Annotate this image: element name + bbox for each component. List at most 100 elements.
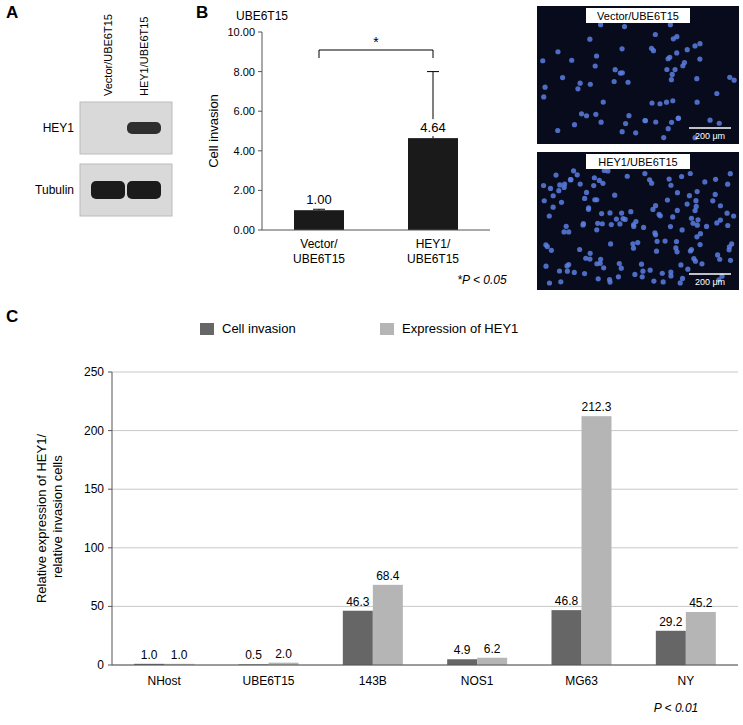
cell-dot: [575, 172, 580, 177]
cell-dot: [695, 100, 700, 105]
cell-dot: [553, 173, 558, 178]
cell-dot: [685, 267, 690, 272]
cell-dot: [542, 85, 547, 90]
cell-dot: [642, 171, 647, 176]
micrograph: HEY1/UBE6T15 200 μm: [537, 152, 739, 290]
scale-bar: [689, 273, 731, 275]
bar: [552, 610, 582, 665]
cell-dot: [653, 203, 658, 208]
cell-dot: [676, 116, 681, 121]
cell-dot: [593, 112, 598, 117]
cell-dot: [728, 258, 733, 263]
cell-dot: [628, 209, 633, 214]
data-label: 4.64: [420, 120, 445, 135]
cell-dot: [566, 229, 571, 234]
cell-dot: [588, 82, 593, 87]
tick-label: 0.00: [234, 224, 255, 236]
label-bg: [413, 119, 453, 136]
bar: [447, 659, 477, 665]
cell-dot: [630, 241, 635, 246]
cell-dot: [557, 182, 562, 187]
cell-dot: [591, 183, 596, 188]
cell-dot: [642, 118, 647, 123]
cell-dot: [626, 113, 631, 118]
cell-dot: [697, 56, 702, 61]
cell-dot: [613, 67, 618, 72]
cell-dot: [559, 200, 564, 205]
cell-dot: [595, 221, 600, 226]
bar: [343, 611, 373, 665]
title-bg: [586, 154, 690, 169]
data-label: 68.4: [376, 569, 400, 583]
cell-dot: [680, 227, 685, 232]
cell-dot: [600, 221, 605, 226]
cell-dot: [662, 238, 667, 243]
cell-dot: [692, 43, 697, 48]
cell-dot: [685, 47, 690, 52]
cell-dot: [632, 272, 637, 277]
cell-dot: [580, 222, 585, 227]
cell-dot: [548, 186, 553, 191]
cell-dot: [597, 178, 602, 183]
legend-item: Cell invasion: [200, 321, 296, 336]
cell-dot: [691, 256, 696, 261]
cell-dot: [555, 128, 560, 133]
grid-line: [112, 606, 738, 607]
micrograph-title: HEY1/UBE6T15: [598, 156, 677, 168]
cell-dot: [672, 67, 677, 72]
cell-dot: [675, 190, 680, 195]
cell-dot: [541, 183, 546, 188]
cell-dot: [614, 216, 619, 221]
bars: [134, 416, 716, 665]
error-bar: [313, 209, 325, 211]
grid-line: [112, 489, 738, 490]
x-axis: [112, 665, 738, 666]
data-label: 46.8: [555, 594, 579, 608]
cell-dot: [724, 211, 729, 216]
figure: ABCVector/UBE6T15HEY1/UBE6T15HEY1Tubulin…: [0, 0, 743, 725]
legend-label: Expression of HEY1: [402, 321, 518, 336]
category-label: MG63: [565, 674, 598, 688]
tick: [258, 71, 262, 72]
bar: [408, 138, 458, 230]
cell-dot: [687, 193, 692, 198]
cell-dot: [665, 197, 670, 202]
text-line: UBE6T15: [293, 252, 345, 266]
panel-label: A: [6, 3, 18, 22]
cell-dot: [607, 277, 612, 282]
cell-dot: [717, 257, 722, 262]
cell-dot: [725, 182, 730, 187]
cell-dot: [698, 231, 703, 236]
annotation: *P < 0.05: [457, 273, 507, 287]
cell-dot: [657, 101, 662, 106]
bar: [294, 210, 344, 230]
cell-dot: [675, 208, 680, 213]
cell-dot: [631, 224, 636, 229]
tick: [258, 111, 262, 112]
tick: [258, 190, 262, 191]
band: [127, 181, 161, 199]
cell-dot: [668, 183, 673, 188]
cell-dot: [697, 242, 702, 247]
scale-label: 200 μm: [695, 277, 725, 287]
cell-dot: [607, 210, 612, 215]
cell-dot: [578, 181, 583, 186]
cell-dot: [555, 49, 560, 54]
tick: [108, 606, 112, 607]
data-label: 212.3: [581, 400, 611, 414]
cell-dot: [643, 118, 648, 123]
y-axis: [262, 32, 263, 230]
cell-dot: [702, 179, 707, 184]
scale-label: 200 μm: [695, 131, 725, 141]
cell-dot: [714, 91, 719, 96]
cell-dot: [731, 213, 736, 218]
cell-dot: [727, 75, 732, 80]
tick-label: 100: [84, 541, 104, 555]
cell-dot: [661, 279, 666, 284]
tick-label: 6.00: [234, 105, 255, 117]
category-label: NHost: [147, 674, 181, 688]
data-label: 6.2: [484, 642, 501, 656]
cell-dot: [541, 94, 546, 99]
cell-dot: [661, 135, 666, 140]
cell-dot: [633, 219, 638, 224]
